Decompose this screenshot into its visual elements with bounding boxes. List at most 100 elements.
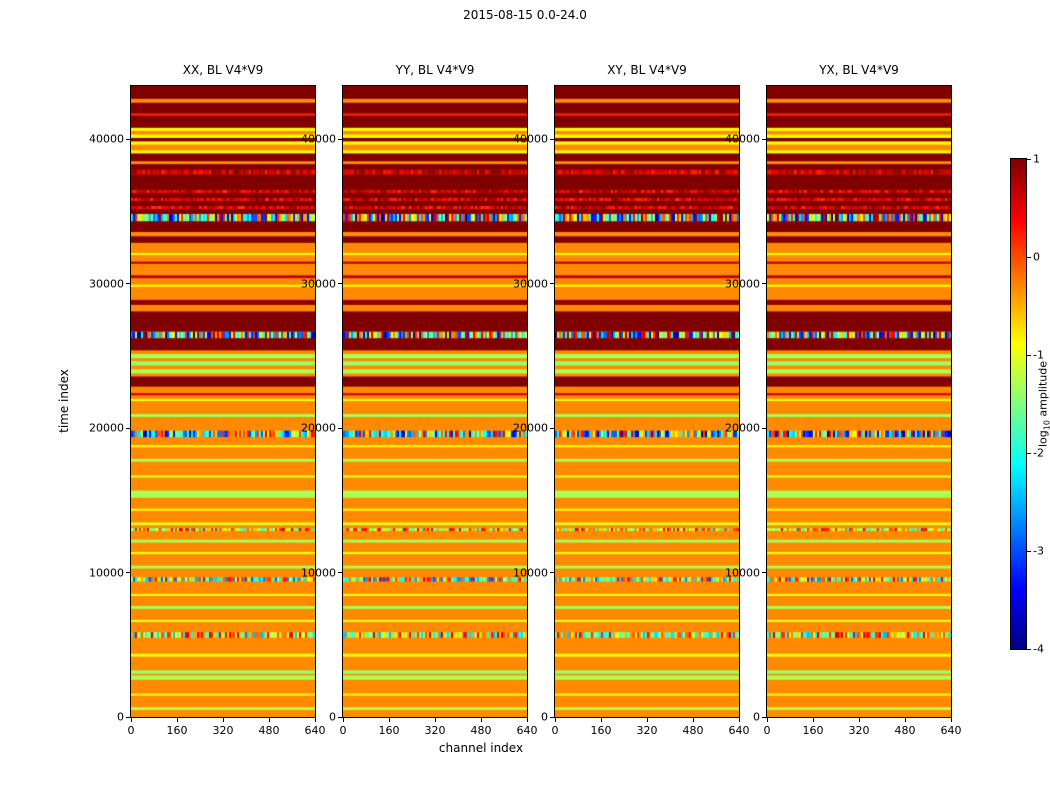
colorbar: 1 0 -1 -2 -3 -4: [1010, 153, 1044, 656]
colorbar-label: log10 amplitude: [1036, 361, 1050, 447]
y-tick-label: 20000: [301, 421, 336, 435]
y-tick-mark: [762, 716, 766, 718]
y-tick-label: 0: [329, 710, 336, 724]
y-tick-label: 30000: [513, 277, 548, 291]
y-tick-mark: [550, 427, 554, 429]
x-tick-mark: [646, 718, 648, 722]
x-tick-label: 640: [516, 724, 538, 737]
colorbar-tick-label: -1: [1033, 348, 1044, 362]
y-tick-mark: [126, 572, 130, 574]
x-tick-label: 160: [378, 724, 400, 737]
y-tick-label: 20000: [513, 421, 548, 435]
y-tick-label: 40000: [89, 132, 124, 146]
colorbar-tick-label: -4: [1033, 642, 1044, 656]
x-tick-mark: [904, 718, 906, 722]
x-tick-mark: [222, 718, 224, 722]
x-tick-label: 160: [166, 724, 188, 737]
colorbar-tick-mark: [1027, 158, 1031, 160]
y-tick-mark: [550, 138, 554, 140]
y-tick-label: 0: [117, 710, 124, 724]
x-axis-label: channel index: [438, 741, 524, 755]
x-tick-label: 640: [304, 724, 326, 737]
x-tick-mark: [526, 718, 528, 722]
heatmap-canvas-yx: [767, 86, 951, 717]
panel-title-xx: XX, BL V4*V9: [182, 63, 264, 77]
y-tick-label: 10000: [513, 566, 548, 580]
x-tick-mark: [692, 718, 694, 722]
colorbar-tick-label: -2: [1033, 446, 1044, 460]
y-tick-mark: [338, 138, 342, 140]
y-tick-mark: [338, 716, 342, 718]
y-tick-mark: [762, 427, 766, 429]
y-tick-label: 20000: [89, 421, 124, 435]
y-axis-label: time index: [57, 369, 71, 433]
colorbar-tick-label: 1: [1033, 152, 1040, 166]
heatmap-canvas-xy: [555, 86, 739, 717]
x-tick-mark: [130, 718, 132, 722]
y-tick-mark: [762, 138, 766, 140]
y-tick-label: 0: [753, 710, 760, 724]
x-tick-mark: [176, 718, 178, 722]
heatmap-panel-xy: XY, BL V4*V9 0 160 320 480 640 0 10000 20000 300…: [513, 63, 750, 737]
colorbar-tick-label: 0: [1033, 250, 1040, 264]
x-tick-label: 320: [636, 724, 658, 737]
y-tick-mark: [550, 716, 554, 718]
x-tick-label: 320: [424, 724, 446, 737]
y-tick-label: 30000: [89, 277, 124, 291]
x-tick-mark: [554, 718, 556, 722]
x-tick-mark: [950, 718, 952, 722]
x-tick-mark: [812, 718, 814, 722]
x-tick-label: 0: [763, 724, 771, 737]
y-tick-mark: [126, 427, 130, 429]
x-tick-label: 640: [728, 724, 750, 737]
x-tick-label: 160: [802, 724, 824, 737]
x-tick-label: 0: [551, 724, 559, 737]
y-tick-mark: [126, 138, 130, 140]
x-tick-label: 480: [682, 724, 704, 737]
colorbar-tick-mark: [1027, 452, 1031, 454]
colorbar-tick-mark: [1027, 648, 1031, 650]
figure-title: 2015-08-15 0.0-24.0: [463, 8, 587, 22]
y-tick-label: 30000: [301, 277, 336, 291]
y-tick-label: 40000: [301, 132, 336, 146]
x-tick-label: 480: [258, 724, 280, 737]
y-tick-mark: [550, 283, 554, 285]
heatmap-panel-xx: XX, BL V4*V9 0 160 320 480 640 0 10000 20000 300…: [89, 63, 326, 737]
x-tick-mark: [388, 718, 390, 722]
y-tick-mark: [338, 283, 342, 285]
x-tick-label: 480: [470, 724, 492, 737]
x-tick-mark: [268, 718, 270, 722]
x-tick-mark: [314, 718, 316, 722]
y-tick-label: 30000: [725, 277, 760, 291]
colorbar-tick-mark: [1027, 256, 1031, 258]
x-tick-label: 640: [940, 724, 962, 737]
colorbar-canvas: [1011, 159, 1026, 649]
colorbar-tick-mark: [1027, 354, 1031, 356]
x-tick-label: 320: [848, 724, 870, 737]
y-tick-mark: [338, 427, 342, 429]
y-tick-mark: [762, 572, 766, 574]
panel-title-xy: XY, BL V4*V9: [607, 63, 687, 77]
y-tick-mark: [126, 283, 130, 285]
x-tick-mark: [600, 718, 602, 722]
y-tick-label: 10000: [725, 566, 760, 580]
x-tick-label: 320: [212, 724, 234, 737]
y-tick-mark: [338, 572, 342, 574]
y-tick-mark: [550, 572, 554, 574]
colorbar-tick-mark: [1027, 550, 1031, 552]
colorbar-tick-label: -3: [1033, 544, 1044, 558]
panel-title-yy: YY, BL V4*V9: [395, 63, 475, 77]
x-tick-mark: [434, 718, 436, 722]
colorbar-label-post: amplitude: [1036, 360, 1050, 421]
y-tick-label: 0: [541, 710, 548, 724]
x-tick-mark: [858, 718, 860, 722]
y-tick-mark: [762, 283, 766, 285]
y-tick-label: 10000: [301, 566, 336, 580]
colorbar-label-sub: 10: [1042, 420, 1050, 431]
y-tick-label: 20000: [725, 421, 760, 435]
x-tick-label: 160: [590, 724, 612, 737]
y-tick-label: 40000: [513, 132, 548, 146]
x-tick-mark: [766, 718, 768, 722]
x-tick-label: 0: [339, 724, 347, 737]
panel-title-yx: YX, BL V4*V9: [819, 63, 899, 77]
